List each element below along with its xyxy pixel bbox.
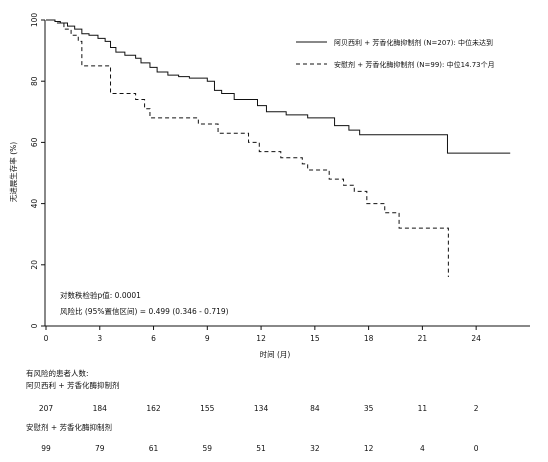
x-tick-label: 24 — [471, 334, 481, 343]
y-tick-label: 80 — [30, 76, 39, 86]
risk-count: 61 — [148, 444, 159, 453]
x-tick-label: 0 — [44, 334, 49, 343]
risk-count: 0 — [473, 444, 479, 453]
risk-count: 134 — [253, 404, 269, 413]
x-tick-label: 9 — [205, 334, 210, 343]
legend-label-abemaciclib: 阿贝西利 + 芳香化酶抑制剂 (N=207): 中位未达到 — [334, 38, 493, 47]
km-chart: 0 3 6 9 12 15 18 21 24 0 20 40 60 80 100 无进展生存率 (%) 时间… — [8, 13, 530, 359]
y-tick-label: 60 — [30, 137, 39, 147]
survival-curve-placebo — [46, 19, 449, 278]
risk-count: 11 — [417, 404, 428, 413]
y-tick-label: 100 — [30, 13, 39, 28]
risk-count: 2 — [473, 404, 479, 413]
x-axis-label: 时间 (月) — [260, 349, 291, 359]
risk-count: 207 — [38, 404, 54, 413]
x-tick-label: 18 — [364, 334, 374, 343]
risk-group-label-abemaciclib: 阿贝西利 + 芳香化酶抑制剂 — [26, 381, 120, 390]
risk-count: 32 — [310, 444, 320, 453]
risk-count: 59 — [202, 444, 213, 453]
risk-count: 155 — [200, 404, 215, 413]
risk-count: 35 — [363, 404, 374, 413]
x-tick-label: 15 — [310, 334, 320, 343]
x-tick-label: 21 — [418, 334, 428, 343]
risk-count: 184 — [92, 404, 107, 413]
risk-count: 162 — [146, 404, 161, 413]
risk-count: 84 — [310, 404, 320, 413]
legend-label-placebo: 安慰剂 + 芳香化酶抑制剂 (N=99): 中位14.73个月 — [334, 60, 495, 69]
legend: 阿贝西利 + 芳香化酶抑制剂 (N=207): 中位未达到 安慰剂 + 芳香化酶… — [296, 38, 495, 69]
hazard-ratio-annotation: 风险比 (95%置信区间) = 0.499 (0.346 - 0.719) — [60, 306, 229, 316]
risk-count: 79 — [94, 444, 105, 453]
risk-count: 51 — [256, 444, 266, 453]
axes: 0 3 6 9 12 15 18 21 24 0 20 40 60 80 100 — [30, 13, 530, 343]
risk-count: 4 — [419, 444, 425, 453]
curves — [46, 19, 511, 278]
risk-count: 99 — [41, 444, 51, 453]
risk-group-label-placebo: 安慰剂 + 芳香化酶抑制剂 — [26, 423, 113, 432]
survival-curve-abemaciclib — [46, 19, 511, 154]
x-tick-label: 6 — [151, 334, 156, 343]
y-tick-label: 20 — [30, 260, 39, 270]
x-tick-label: 12 — [256, 334, 266, 343]
risk-count: 12 — [363, 444, 374, 453]
x-tick-label: 3 — [97, 334, 102, 343]
risk-table-title: 有风险的患者人数: — [26, 369, 89, 378]
y-tick-label: 40 — [30, 199, 39, 209]
logrank-annotation: 对数秩检验p值: 0.0001 — [60, 290, 141, 300]
y-axis-label: 无进展生存率 (%) — [8, 142, 18, 202]
y-tick-label: 0 — [30, 323, 39, 328]
